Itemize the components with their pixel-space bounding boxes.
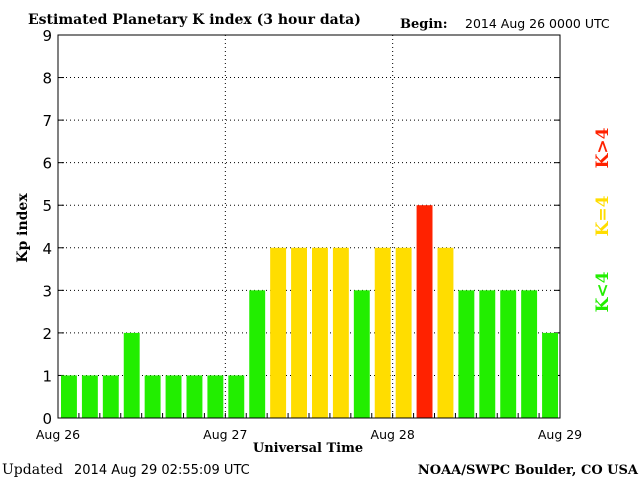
kp-bar — [102, 375, 119, 418]
kp-bar — [270, 247, 287, 418]
kp-bar — [249, 290, 266, 418]
y-axis-label: Kp index — [15, 193, 31, 263]
kp-bar — [542, 332, 558, 418]
kp-bar — [521, 290, 538, 418]
kp-bar — [458, 290, 475, 418]
y-tick-label: 9 — [42, 27, 52, 45]
plot-frame — [57, 34, 561, 419]
chart-title: Estimated Planetary K index (3 hour data… — [28, 12, 361, 28]
kp-bar — [395, 247, 412, 418]
kp-bar — [479, 290, 496, 418]
x-tick-label: Aug 28 — [371, 427, 415, 442]
x-tick-label: Aug 26 — [36, 427, 80, 442]
y-tick-label: 1 — [42, 367, 52, 385]
kp-bar — [437, 247, 454, 418]
x-axis-label: Universal Time — [253, 441, 363, 456]
kp-bar — [416, 205, 433, 418]
y-tick-label: 4 — [42, 240, 52, 258]
kp-bar — [61, 375, 77, 418]
updated-value: 2014 Aug 29 02:55:09 UTC — [74, 463, 250, 478]
y-tick-label: 6 — [42, 155, 52, 173]
kp-bar — [332, 247, 349, 418]
kp-bar — [312, 247, 328, 418]
kp-bar — [207, 375, 224, 418]
kp-bar — [228, 375, 245, 418]
kp-bar — [123, 332, 140, 418]
kp-bar — [291, 247, 307, 418]
y-tick-label: 7 — [42, 112, 52, 130]
x-tick-label: Aug 27 — [203, 427, 247, 442]
y-tick-label: 3 — [42, 282, 52, 300]
x-tick-label: Aug 29 — [538, 427, 582, 442]
begin-label: Begin: — [400, 17, 448, 32]
y-tick-label: 2 — [42, 325, 52, 343]
y-tick-label: 5 — [42, 197, 52, 215]
kp-bar — [353, 290, 370, 418]
kp-bar — [374, 247, 391, 418]
kp-bar — [500, 290, 517, 418]
y-tick-label: 0 — [42, 410, 52, 428]
kp-bar — [165, 375, 182, 418]
y-tick-label: 8 — [42, 70, 52, 88]
legend-equal: K=4 — [593, 195, 613, 236]
legend-low: K<4 — [593, 271, 613, 312]
kp-bar — [144, 375, 161, 418]
updated-label: Updated — [2, 462, 63, 478]
kp-bar — [186, 375, 203, 418]
credit-text: NOAA/SWPC Boulder, CO USA — [418, 463, 639, 478]
kp-bar — [81, 375, 98, 418]
legend-high: K>4 — [593, 127, 613, 168]
begin-value: 2014 Aug 26 0000 UTC — [465, 16, 610, 31]
